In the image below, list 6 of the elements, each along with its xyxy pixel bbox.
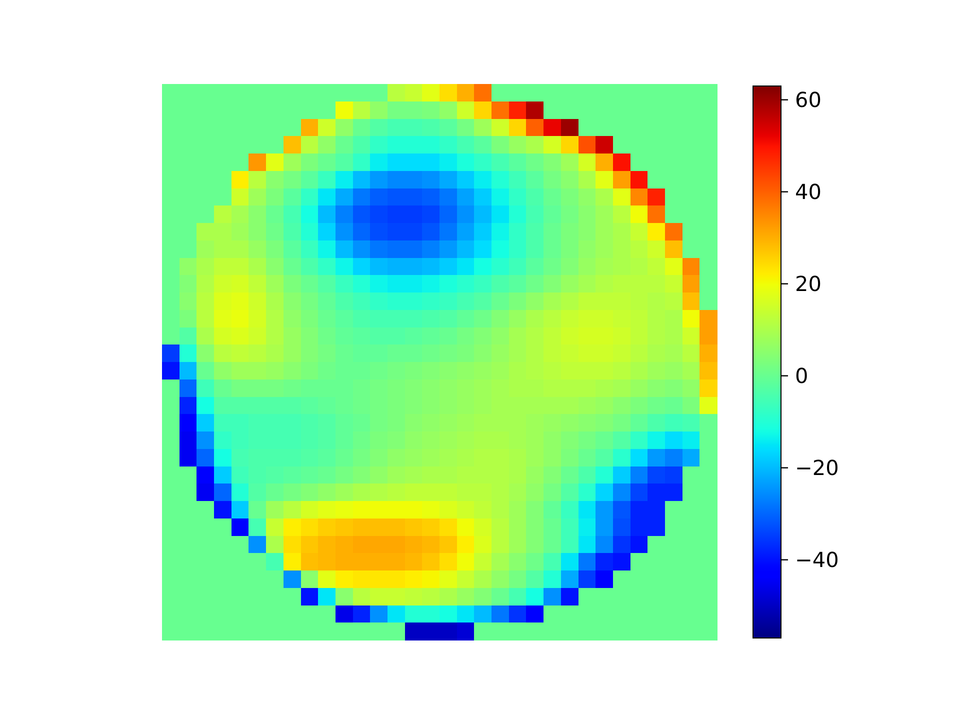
color-bar-label: 0 bbox=[795, 364, 808, 388]
color-bar-label: 60 bbox=[795, 88, 822, 112]
color-bar-label: −40 bbox=[795, 548, 839, 572]
color-bar-label: 40 bbox=[795, 180, 822, 204]
color-bar-label: 20 bbox=[795, 272, 822, 296]
color-bar-label: −20 bbox=[795, 456, 839, 480]
